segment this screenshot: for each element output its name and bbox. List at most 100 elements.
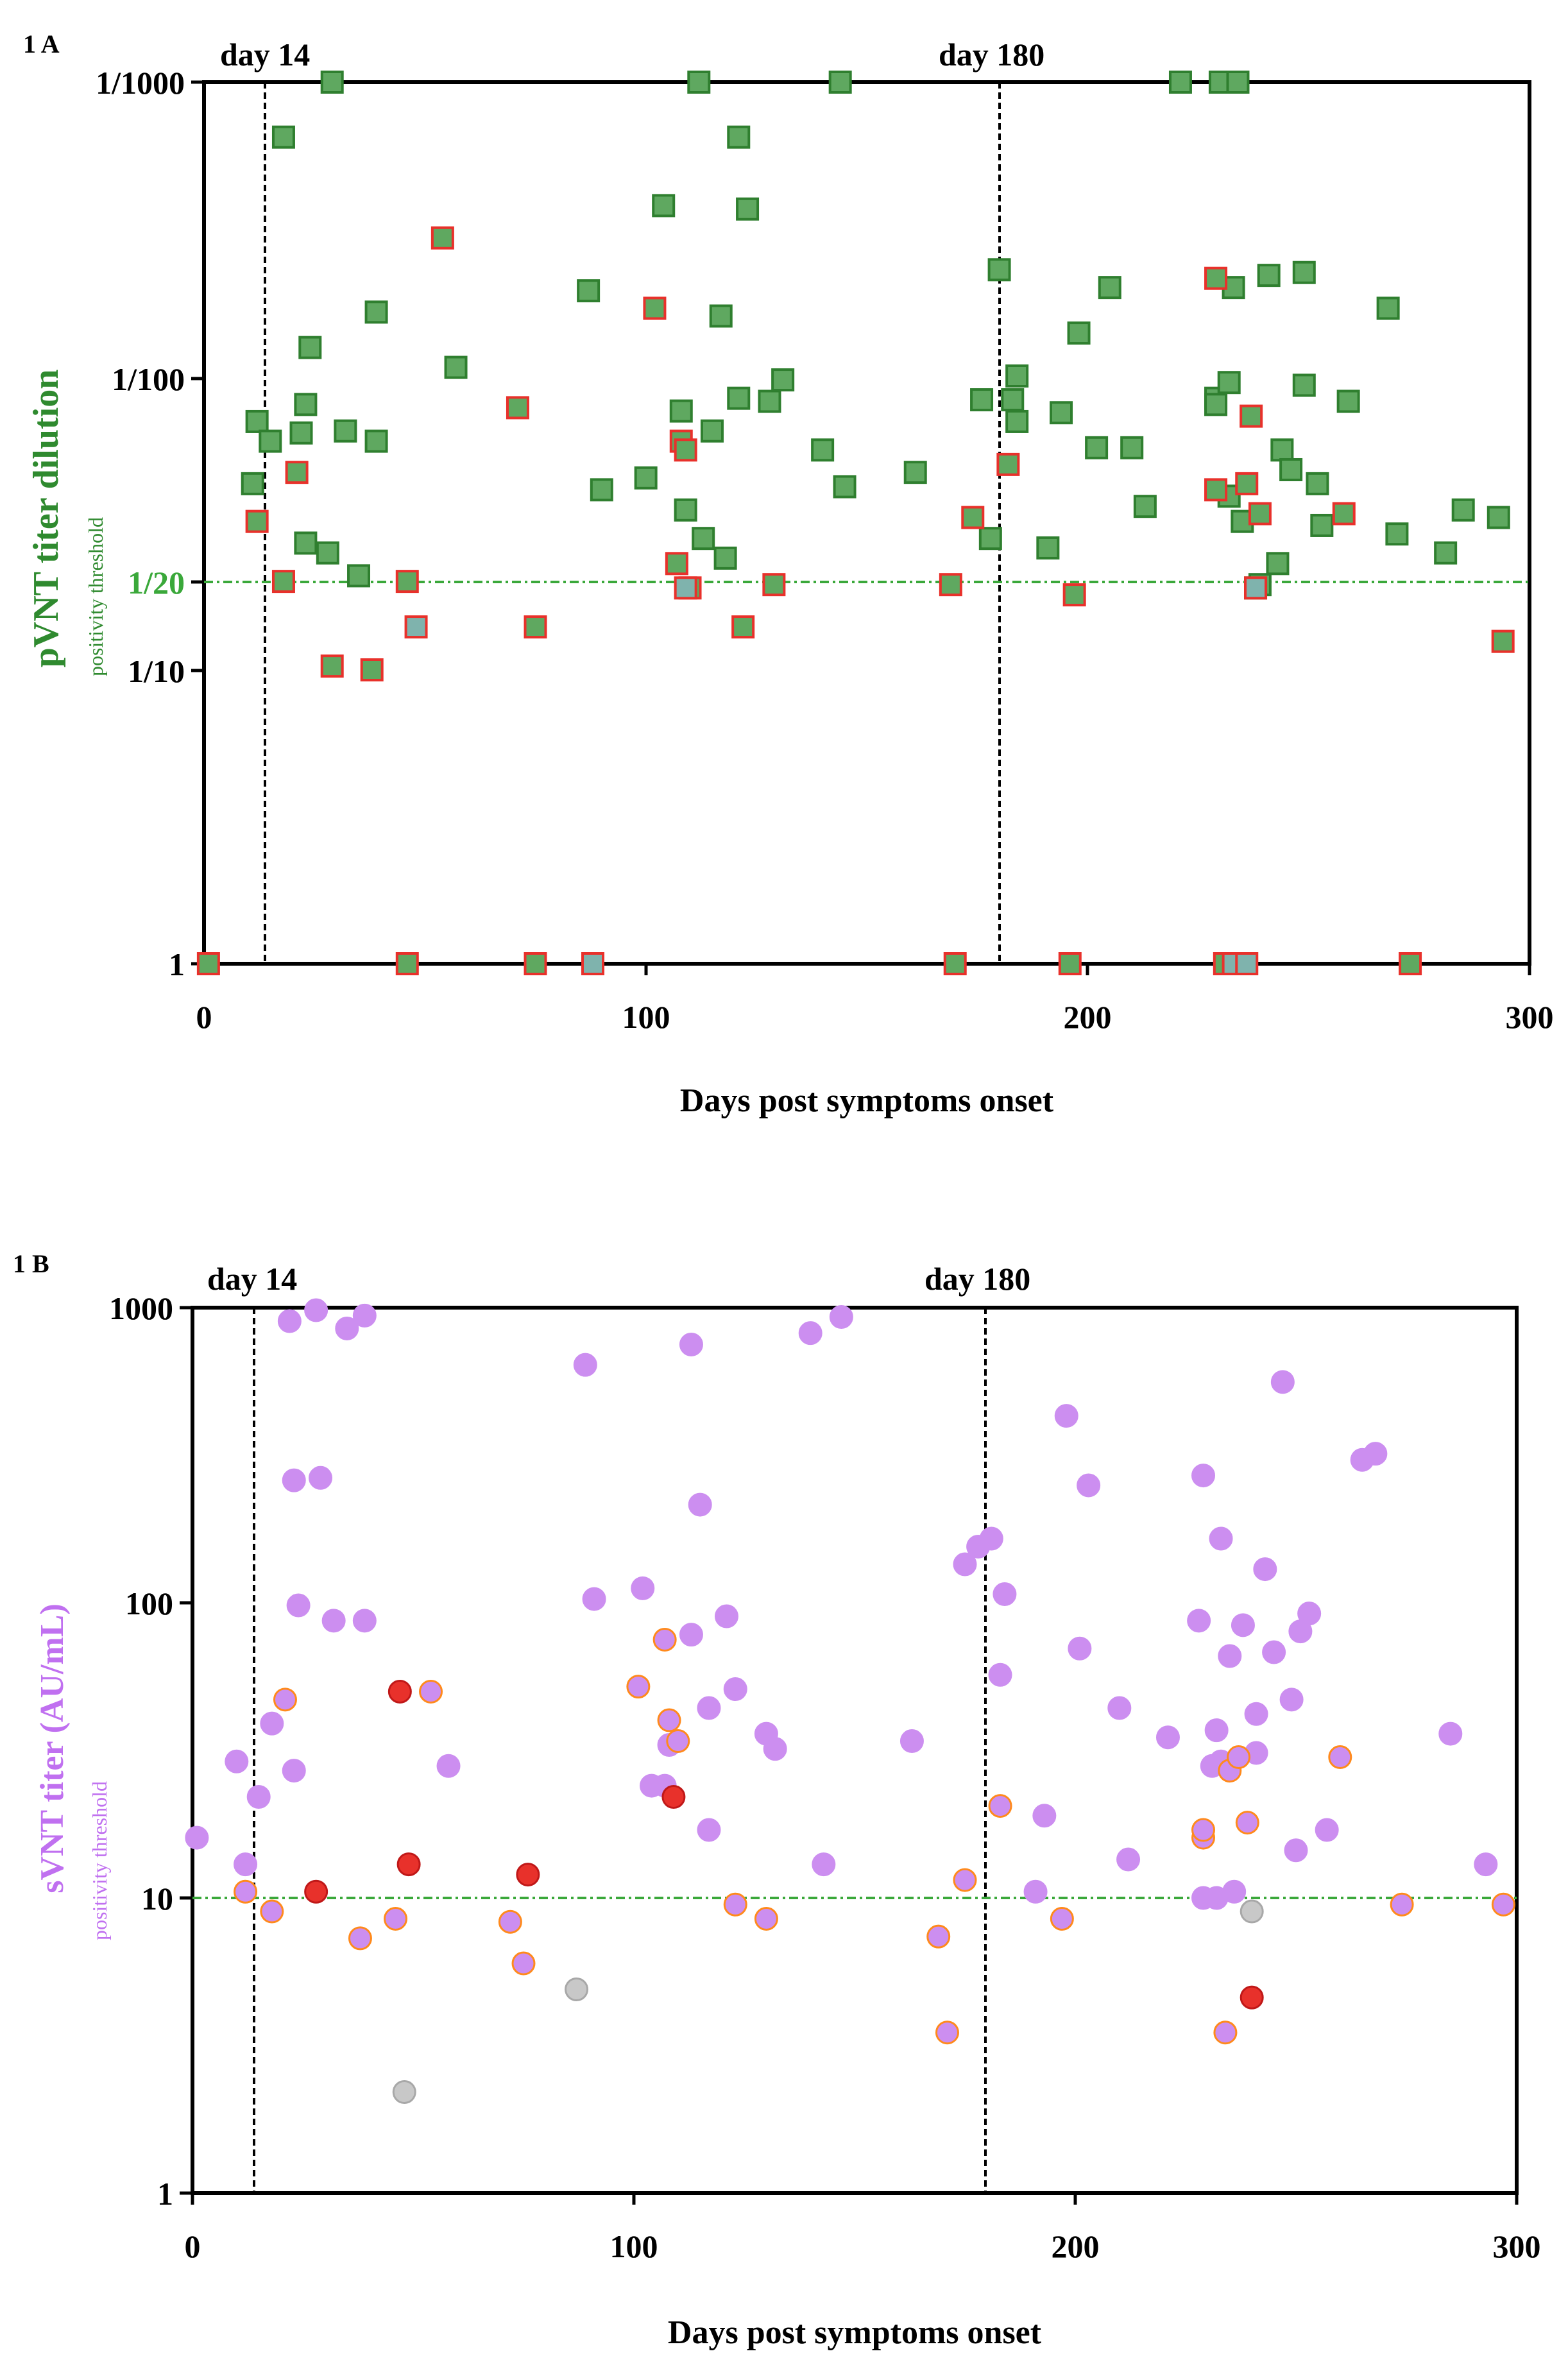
point-1b-violet-25 [697, 1818, 721, 1842]
point-1a-green-46 [1120, 436, 1144, 459]
point-1b-violet-14 [352, 1609, 377, 1633]
point-1b-orange-2 [273, 1687, 297, 1712]
x-axis-label-1a: Days post symptoms onset [680, 1082, 1054, 1119]
point-1a-teal-1 [674, 576, 697, 600]
point-1b-gray-1 [565, 1978, 589, 2002]
point-1a-green-36 [978, 527, 1002, 551]
point-1a-green-0 [241, 472, 264, 495]
point-1b-orange-0 [234, 1879, 258, 1904]
point-1b-violet-30 [763, 1737, 787, 1761]
point-1b-violet-46 [1116, 1847, 1141, 1872]
point-1b-violet-72 [1222, 1879, 1247, 1904]
point-1b-orange-14 [926, 1924, 951, 1949]
point-1b-violet-24 [688, 1492, 712, 1517]
x-tick-label-200-1a: 200 [1064, 999, 1112, 1035]
point-1a-green-44 [1085, 436, 1109, 459]
point-1b-violet-28 [723, 1677, 747, 1702]
point-1a-green-11 [347, 564, 371, 588]
point-1b-red-2 [396, 1852, 421, 1877]
point-1b-violet-33 [829, 1304, 853, 1329]
point-1a-green-45 [1098, 276, 1121, 300]
point-1a-green-9 [320, 71, 344, 94]
point-1b-violet-26 [697, 1696, 721, 1720]
point-1b-orange-16 [953, 1868, 977, 1892]
point-1b-violet-58 [1253, 1557, 1277, 1582]
point-1a-red-32 [1491, 629, 1515, 653]
point-1a-green-16 [590, 478, 613, 502]
point-1a-green-2 [259, 429, 282, 453]
point-1a-red-23 [1058, 952, 1082, 975]
point-1b-gray-2 [1240, 1899, 1264, 1924]
y-tick-label-1-1b: 1 [157, 2176, 173, 2212]
point-1a-green-63 [1292, 373, 1316, 397]
x-axis-1b: 0 100 200 300 [185, 2193, 1541, 2264]
y-axis-1b: 1000 100 10 1 [109, 1290, 192, 2212]
point-1a-red-29 [1240, 404, 1263, 428]
point-1a-green-37 [987, 258, 1011, 282]
point-1b-violet-35 [953, 1552, 977, 1576]
point-1a-green-66 [1310, 513, 1334, 537]
point-1a-green-26 [727, 125, 751, 149]
point-1a-green-68 [1376, 296, 1400, 320]
point-1a-green-54 [1217, 371, 1241, 395]
point-1a-red-33 [1399, 952, 1422, 975]
x-tick-label-0-1b: 0 [185, 2228, 201, 2264]
point-1a-red-28 [1235, 472, 1259, 495]
point-1b-orange-1 [260, 1899, 284, 1924]
point-1a-green-23 [700, 419, 724, 443]
point-1a-red-26 [1204, 478, 1228, 502]
y-tick-label-10-1a: 1/10 [128, 653, 185, 689]
point-1b-red-5 [1240, 1985, 1264, 2010]
point-1b-violet-27 [714, 1604, 738, 1628]
point-1b-orange-11 [626, 1675, 651, 1699]
y-axis-label-1a: pVNT titer dilution [26, 370, 66, 668]
point-1b-violet-17 [582, 1587, 606, 1611]
point-1b-violet-42 [1054, 1404, 1078, 1428]
point-1b-violet-7 [282, 1759, 306, 1783]
point-1a-green-72 [1487, 506, 1510, 529]
point-1b-violet-54 [1218, 1644, 1242, 1668]
point-1b-red-3 [516, 1863, 540, 1887]
point-1a-teal-5 [1244, 576, 1268, 600]
point-1a-green-48 [1168, 71, 1192, 94]
point-1b-violet-47 [1155, 1725, 1180, 1750]
point-1b-violet-13 [352, 1303, 377, 1328]
point-1a-green-15 [577, 279, 601, 303]
vline-label-day180-1a: day 180 [939, 37, 1044, 73]
point-1a-red-8 [430, 226, 454, 250]
points-1b [185, 1298, 1515, 2104]
point-1a-red-12 [643, 296, 667, 320]
point-1a-green-40 [1005, 364, 1029, 388]
point-1b-orange-7 [511, 1951, 536, 1976]
point-1a-green-35 [970, 388, 994, 412]
point-1b-violet-59 [1262, 1640, 1286, 1664]
point-1a-green-70 [1434, 541, 1458, 565]
point-1b-orange-13 [754, 1906, 778, 1931]
point-1a-green-60 [1257, 264, 1281, 287]
point-1a-green-17 [634, 466, 658, 490]
point-1b-orange-27 [1491, 1892, 1515, 1917]
point-1a-green-65 [1306, 472, 1329, 495]
point-1b-violet-51 [1204, 1718, 1229, 1743]
point-1a-green-12 [364, 429, 388, 453]
point-1b-violet-52 [1209, 1526, 1233, 1551]
points-1a [196, 71, 1515, 975]
point-1b-violet-37 [979, 1526, 1003, 1551]
point-1b-violet-12 [335, 1316, 359, 1340]
point-1b-violet-11 [321, 1609, 346, 1633]
point-1b-violet-41 [1032, 1804, 1057, 1828]
x-axis-label-1b: Days post symptoms onset [668, 2314, 1042, 2351]
point-1b-violet-68 [1438, 1722, 1463, 1746]
point-1a-green-30 [771, 368, 795, 392]
point-1b-orange-12 [723, 1892, 747, 1917]
point-1a-green-29 [758, 389, 781, 413]
point-1b-violet-64 [1297, 1602, 1322, 1626]
x-tick-label-200-1b: 200 [1052, 2228, 1100, 2264]
point-1b-orange-8 [652, 1627, 677, 1652]
point-1a-green-6 [298, 336, 322, 359]
point-1a-green-27 [727, 386, 751, 410]
point-1a-red-5 [360, 658, 384, 681]
point-1a-red-25 [1204, 266, 1228, 290]
point-1a-green-28 [736, 197, 760, 221]
